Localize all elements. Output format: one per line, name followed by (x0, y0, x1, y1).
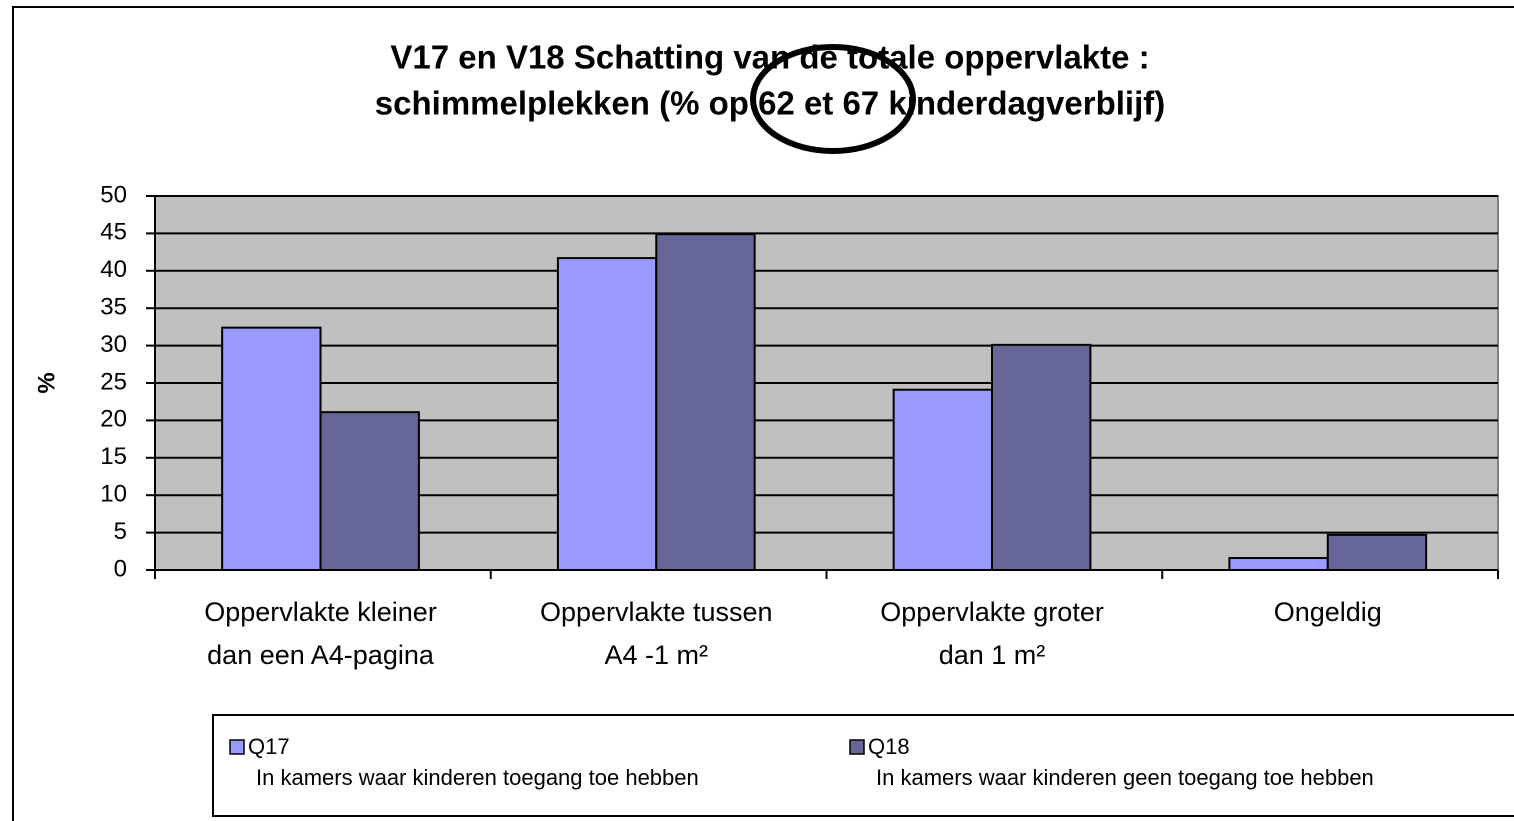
legend-description: In kamers waar kinderen geen toegang toe… (876, 765, 1374, 790)
y-axis-label: % (33, 372, 60, 393)
y-tick-label: 10 (100, 481, 127, 508)
x-tick-label: Oppervlakte groter (880, 597, 1104, 627)
bar (892, 388, 994, 571)
x-tick-label: dan 1 m² (939, 640, 1046, 670)
y-tick-label: 30 (100, 331, 127, 358)
x-tick-label: Oppervlakte kleiner (204, 597, 437, 627)
y-tick-label: 35 (100, 294, 127, 321)
bar (319, 411, 420, 571)
legend-description: In kamers waar kinderen toegang toe hebb… (256, 765, 699, 790)
legend-label: Q18 (868, 734, 910, 759)
bar (655, 233, 756, 571)
y-tick-label: 40 (100, 256, 127, 283)
x-tick-label: A4 -1 m² (605, 640, 709, 670)
legend-label: Q17 (248, 734, 290, 759)
legend-box (212, 714, 1514, 817)
y-tick-label: 5 (114, 518, 127, 545)
bar (1326, 533, 1428, 571)
legend-swatch (849, 739, 865, 755)
bar (221, 326, 322, 572)
chart-title: schimmelplekken (% op 62 et 67 kinderdag… (375, 85, 1165, 122)
y-tick-label: 25 (100, 368, 127, 395)
y-tick-label: 45 (100, 219, 127, 246)
x-tick-label: Oppervlakte tussen (540, 597, 773, 627)
bar (1228, 557, 1329, 571)
y-tick-label: 50 (100, 181, 127, 208)
x-tick-label: dan een A4-pagina (207, 640, 435, 670)
y-tick-label: 0 (114, 555, 127, 582)
y-tick-label: 20 (100, 406, 127, 433)
legend-swatch (229, 739, 245, 755)
x-tick-label: Ongeldig (1274, 597, 1382, 627)
bar (556, 257, 658, 571)
y-tick-label: 15 (100, 443, 127, 470)
annotation-circle (750, 44, 916, 154)
bar (991, 343, 1092, 571)
